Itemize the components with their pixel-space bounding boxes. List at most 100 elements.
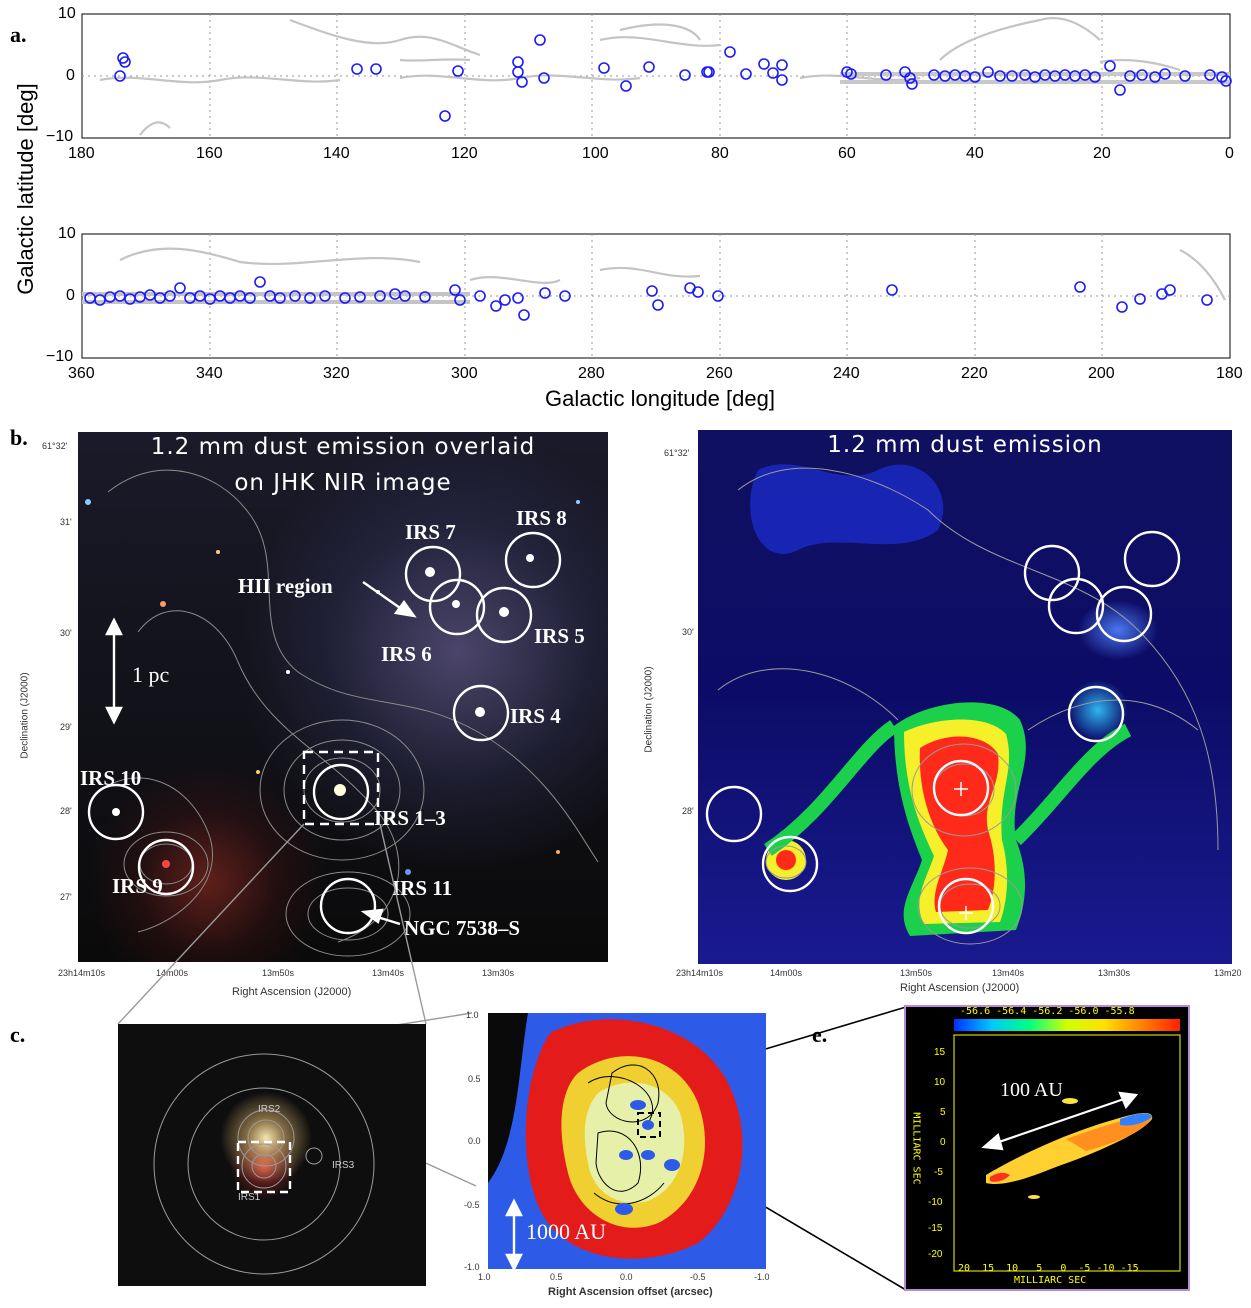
dust-ra-tick: 23h14m10s	[676, 968, 724, 978]
nir-ra-tick: 14m00s	[156, 968, 189, 978]
tick-x: 180	[1216, 365, 1243, 382]
maser-ylabel: MILLIARC SEC	[910, 1112, 922, 1185]
maser-ytick: -5	[934, 1167, 943, 1178]
panel-a-label: a.	[10, 22, 27, 47]
disk-ytick: -0.5	[464, 1200, 480, 1210]
label-irs6: IRS 6	[381, 642, 432, 666]
disk-ytick: 0.5	[468, 1074, 481, 1084]
tick-x: 40	[966, 145, 984, 162]
label-irs10: IRS 10	[80, 766, 142, 790]
tick-top-y-10: 10	[58, 5, 76, 22]
disk-ytick: -1.0	[464, 1262, 480, 1272]
disk-xtick: 0.5	[550, 1272, 563, 1282]
disk-image: 1000 AU	[488, 1013, 766, 1269]
scale-1000au: 1000 AU	[526, 1219, 607, 1244]
dust-ra-tick: 13m40s	[992, 968, 1025, 978]
label-irs8: IRS 8	[516, 506, 567, 530]
disk-xtick: 0.0	[620, 1272, 633, 1282]
nir-ra-tick: 13m30s	[482, 968, 515, 978]
tick-x: 260	[706, 365, 733, 382]
panel-b-label: b.	[10, 425, 28, 450]
dust-ra-tick: 13m20	[1214, 968, 1242, 978]
maser-colorbar	[954, 1019, 1180, 1031]
disk-xlabel: Right Ascension offset (arcsec)	[548, 1286, 713, 1298]
disk-xtick: 1.0	[478, 1272, 491, 1282]
maser-image: -56.6 -56.4 -56.2 -56.0 -55.8 100 AU 15 …	[904, 1005, 1190, 1291]
tick-x: 140	[323, 145, 350, 162]
tick-bot-y-m10: −10	[46, 348, 74, 365]
dust-dec-tick: 30'	[682, 627, 694, 637]
maser-ytick: 10	[934, 1077, 946, 1088]
label-ngc7538s: NGC 7538–S	[404, 916, 521, 940]
label-irs3: IRS3	[332, 1160, 355, 1171]
tick-x: 200	[1088, 365, 1115, 382]
dust-dec-tick: 61°32'	[664, 448, 690, 458]
tick-x: 340	[196, 365, 223, 382]
dust-title: 1.2 mm dust emission	[827, 432, 1103, 458]
nir-dec-tick: 29'	[60, 722, 72, 732]
tick-x: 220	[961, 365, 988, 382]
tick-x: 280	[578, 365, 605, 382]
tick-x: 120	[451, 145, 478, 162]
label-irs11: IRS 11	[392, 876, 453, 900]
tick-x: 160	[196, 145, 223, 162]
panel-c-label: c.	[10, 1022, 26, 1047]
nir-dec-tick: 31'	[60, 517, 72, 527]
label-irs5: IRS 5	[534, 624, 585, 648]
disk-ytick: 0.0	[468, 1136, 481, 1146]
tick-x: 300	[451, 365, 478, 382]
disk-xtick: -1.0	[754, 1272, 770, 1282]
maser-colorbar-labels: -56.6 -56.4 -56.2 -56.0 -55.8	[960, 1006, 1135, 1017]
tick-x: 100	[582, 145, 609, 162]
nir-title-line1: 1.2 mm dust emission overlaid	[150, 434, 536, 460]
maser-ytick: -20	[928, 1249, 943, 1260]
label-irs1: IRS1	[238, 1192, 261, 1203]
tick-top-y-m10: −10	[46, 128, 74, 145]
maser-overlay	[953, 1034, 1181, 1272]
dust-ra-tick: 13m50s	[900, 968, 933, 978]
dust-ra-label: Right Ascension (J2000)	[900, 982, 1020, 994]
label-hii: HII region	[238, 574, 333, 598]
nir-title-line2: on JHK NIR image	[234, 470, 452, 496]
label-irs1-3: IRS 1–3	[374, 806, 446, 830]
tick-x: 240	[833, 365, 860, 382]
tick-x: 0	[1225, 145, 1234, 162]
label-irs2: IRS2	[258, 1104, 281, 1115]
maser-ytick: -10	[928, 1197, 943, 1208]
label-irs7: IRS 7	[405, 520, 456, 544]
dust-ra-tick: 13m30s	[1098, 968, 1131, 978]
dust-ra-tick: 14m00s	[770, 968, 803, 978]
tick-x: 320	[323, 365, 350, 382]
nir-dec-tick: 61°32'	[42, 441, 68, 451]
nir-dec-tick: 28'	[60, 806, 72, 816]
tick-x: 60	[838, 145, 856, 162]
nir-ra-tick: 13m50s	[262, 968, 295, 978]
dust-overlay	[705, 464, 1219, 945]
label-irs9: IRS 9	[112, 874, 163, 898]
nir-ra-tick: 23h14m10s	[58, 968, 106, 978]
maser-ytick: 0	[940, 1137, 946, 1148]
nir-dec-tick: 30'	[60, 628, 72, 638]
maser-ytick: 15	[934, 1047, 946, 1058]
maser-xlabel: MILLIARC SEC	[1014, 1275, 1087, 1286]
panel-a-top-plot	[81, 13, 1232, 359]
panel-e-label: e.	[812, 1022, 828, 1047]
tick-x: 20	[1093, 145, 1111, 162]
irs13-contours	[153, 1053, 375, 1275]
dust-image: 1.2 mm dust emission	[698, 430, 1232, 964]
irs13-zoom-image: IRS1 IRS2 IRS3	[118, 1024, 426, 1286]
nir-dec-tick: 27'	[60, 892, 72, 902]
tick-x: 180	[68, 145, 95, 162]
disk-ytick: 1.0	[466, 1010, 479, 1020]
nir-overlay	[85, 469, 599, 957]
label-irs4: IRS 4	[510, 704, 561, 728]
maser-xticks: 20 15 10 5 0 -5 -10 -15	[958, 1263, 1139, 1274]
dust-dec-tick: 28'	[682, 806, 694, 816]
panel-a-xlabel: Galactic longitude [deg]	[545, 386, 775, 411]
nir-image: 1.2 mm dust emission overlaid on JHK NIR…	[78, 432, 608, 962]
maser-ytick: -15	[928, 1223, 943, 1234]
maser-ytick: 5	[940, 1107, 946, 1118]
tick-x: 360	[68, 365, 95, 382]
tick-top-y-0: 0	[66, 67, 75, 84]
tick-bot-y-10: 10	[58, 225, 76, 242]
